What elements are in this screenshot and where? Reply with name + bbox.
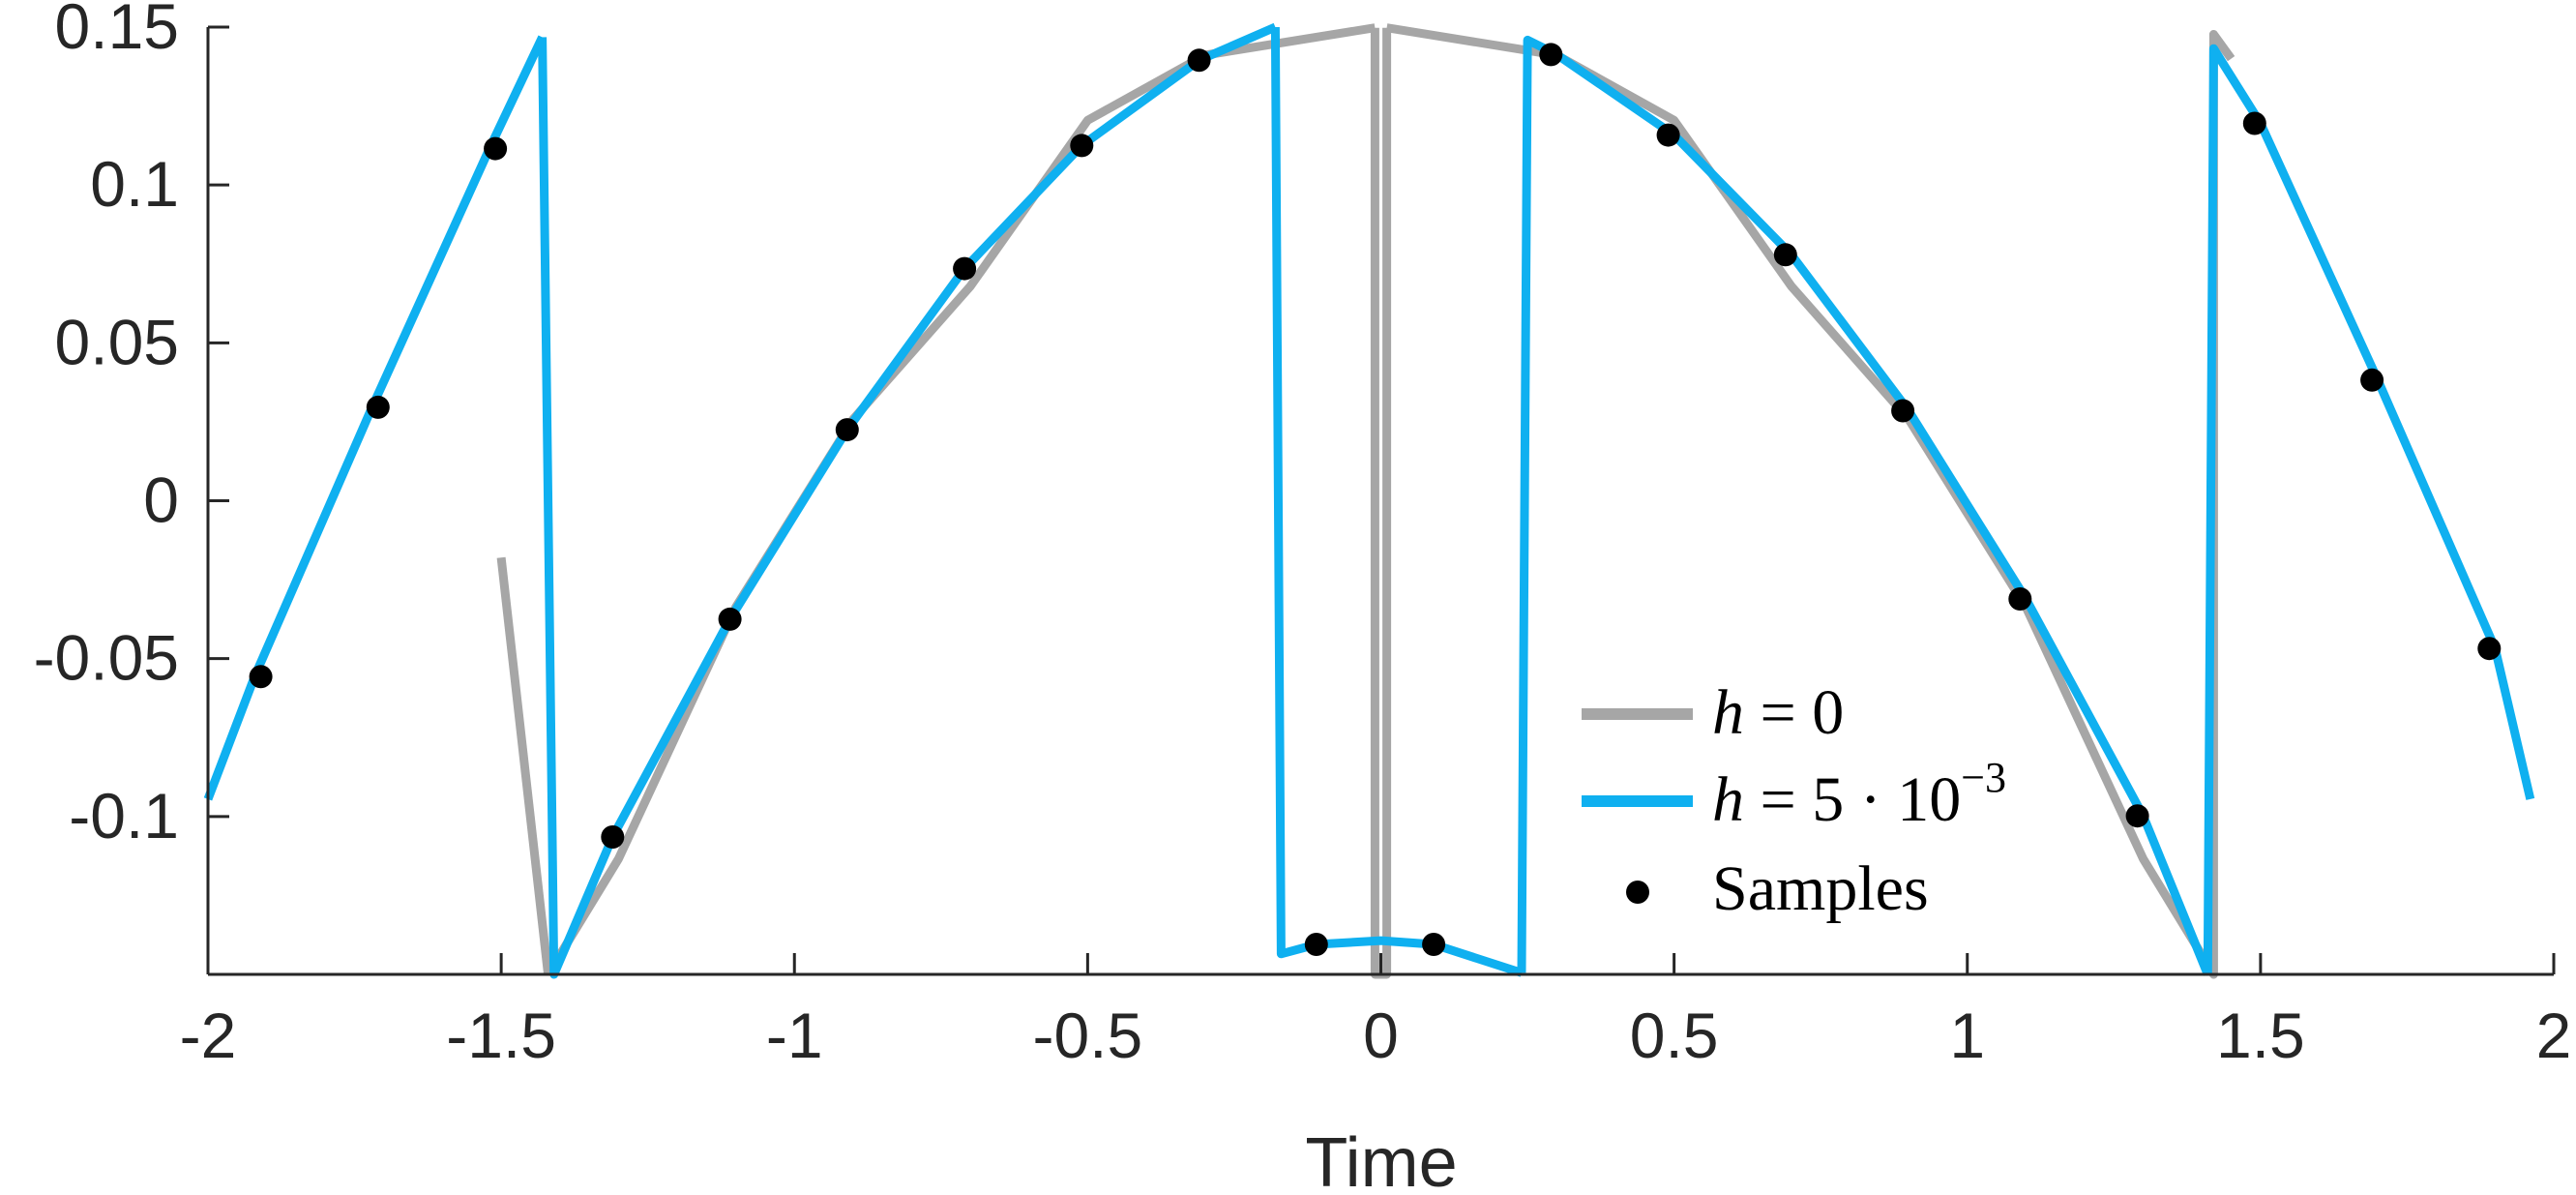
sample-point-5 [835,418,859,442]
x-tick-label-7: 1.5 [2216,1000,2305,1071]
x-tick-label-0: -2 [180,1000,237,1071]
legend-item-h0: h = 0 [1582,677,1844,748]
legend-swatch-samples [1626,881,1649,904]
x-axis-title: Time [1305,1124,1457,1195]
y-tick-label-4: 0.1 [90,148,179,220]
sample-point-1 [366,395,390,419]
axes [206,27,2554,976]
y-tick-label-5: 0.15 [55,0,179,62]
series-0-segment-2 [1370,27,1392,979]
y-tick-label-1: -0.05 [34,622,179,694]
y-tick-label-2: 0 [143,464,179,536]
sample-point-4 [718,607,742,631]
legend-label-samples: Samples [1712,853,1929,924]
y-tick-label-3: 0.05 [55,306,179,377]
sample-point-17 [2242,111,2266,135]
y-tick-label-0: -0.1 [69,780,179,851]
sample-point-10 [1422,933,1446,956]
sample-point-18 [2360,368,2384,392]
sample-point-0 [249,665,273,689]
x-tick-label-1: -1.5 [446,1000,556,1071]
legend-item-samples: Samples [1626,853,1929,924]
series-0-segment-0 [496,556,553,975]
legend-label-h5e-3: h = 5 · 10−3 [1712,754,2006,835]
sample-point-19 [2477,637,2502,661]
sample-point-16 [2125,804,2149,828]
series-1-segment-4 [2203,44,2535,975]
series-1-segment-2 [1270,26,1524,977]
sample-point-14 [1891,399,1915,423]
x-tick-label-6: 1 [1949,1000,1985,1071]
sample-point-12 [1656,123,1680,147]
legend-item-h5e-3: h = 5 · 10−3 [1582,754,2006,835]
sample-point-8 [1187,48,1211,73]
legend-label-h0: h = 0 [1712,677,1844,748]
sample-point-9 [1304,933,1328,956]
plot-area [203,22,2535,979]
x-tick-label-2: -1 [766,1000,823,1071]
sample-point-3 [601,825,625,849]
sample-point-11 [1539,43,1563,67]
legend: h = 0 h = 5 · 10−3 Samples [1582,677,2006,924]
x-tick-label-8: 2 [2536,1000,2572,1071]
sample-point-2 [484,136,508,161]
sample-point-7 [1070,134,1094,158]
series-1-segment-1 [538,22,1278,979]
sample-point-15 [2008,587,2032,611]
sample-point-13 [1773,243,1797,267]
sample-point-6 [953,256,977,281]
x-tick-label-4: 0 [1363,1000,1399,1071]
x-tick-label-3: -0.5 [1033,1000,1143,1071]
x-tick-label-5: 0.5 [1630,1000,1719,1071]
series-0-segment-1 [544,23,1377,977]
ticks: -2 -1.5 -1 -0.5 0 0.5 1 1.5 2 -0.1 -0.05 0 0.05 0.1 0.… [34,0,2572,1071]
